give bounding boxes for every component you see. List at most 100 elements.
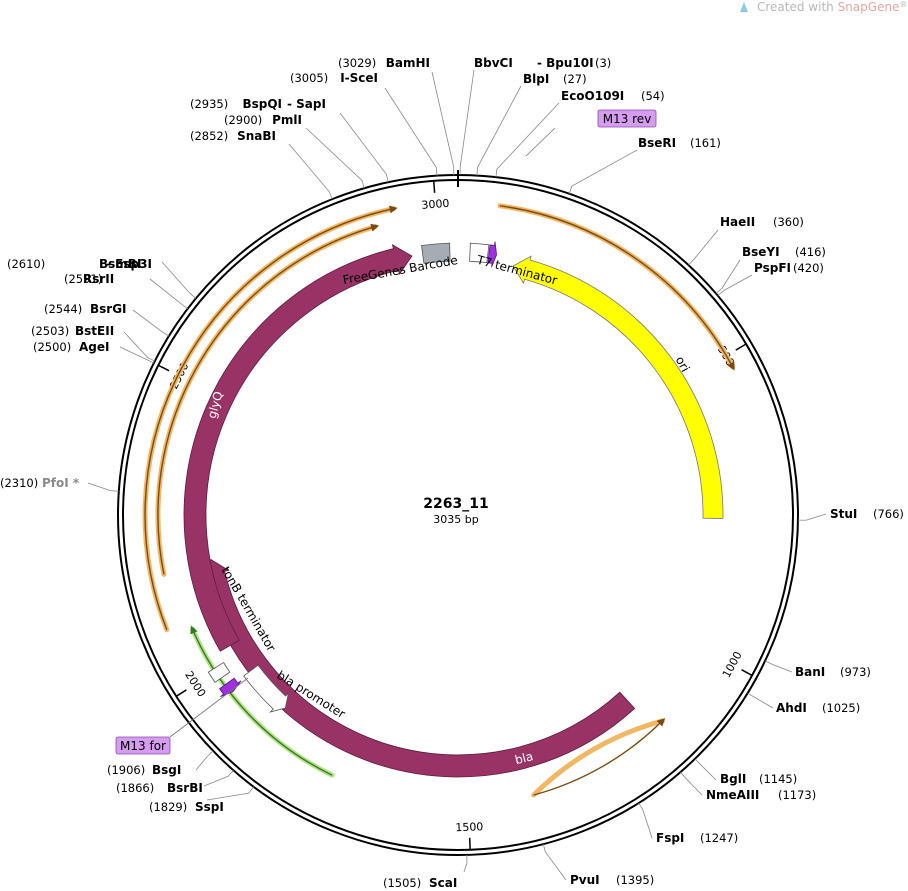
site-fspi-pos: (1247): [700, 831, 738, 845]
freegenes-barcode-feature: [421, 242, 451, 264]
m13-for-label: M13 for: [120, 739, 166, 753]
site-bamhi-name: BamHI: [386, 56, 430, 70]
site-bsteii-name: BstEII: [75, 324, 114, 338]
site-pmli-pos: (2900): [224, 113, 262, 127]
site-bspqi-name2: - SapI: [287, 97, 326, 111]
leader-bseri: [568, 149, 638, 194]
site-rsrii-pos: (2591): [64, 272, 102, 286]
site-bani-name: BanI: [795, 665, 825, 679]
site-pspfi-pos: (420): [793, 261, 824, 275]
leader-nmeaiii: [680, 771, 703, 796]
orf-ori-region-glow: [497, 203, 736, 370]
leader-agei: [119, 346, 155, 364]
site-scai-pos: (1505): [383, 876, 421, 890]
site-ahdi-pos: (1025): [822, 701, 860, 715]
leader-stui: [797, 513, 827, 521]
leader-bseyi: [715, 259, 741, 294]
site-stui-pos: (766): [873, 507, 904, 521]
site-bsrbi-pos: (1866): [116, 781, 154, 795]
leader-pspfi: [717, 274, 753, 296]
site-ecoo109i-pos: (54): [641, 89, 665, 103]
site-bsteii-pos: (2503): [31, 324, 69, 338]
site-bseyi-name: BseYI: [742, 245, 780, 259]
site-snabi-name: SnaBI: [237, 129, 276, 143]
site-stui-name: StuI: [830, 507, 857, 521]
leader-ecoo109i: [495, 102, 560, 178]
site-bsgi-name: BsgI: [152, 763, 181, 777]
leader-bsmbi: [161, 261, 197, 299]
leader-haeii: [688, 229, 719, 266]
site-bgli-name: BglI: [720, 772, 746, 786]
site-bseri-pos: (161): [690, 136, 721, 150]
watermark-prefix: Created with: [757, 0, 838, 14]
glyq-feature: [183, 244, 413, 652]
site-bamhi-pos: (3029): [338, 56, 376, 70]
leader-pvui: [542, 844, 567, 881]
leader-sspi: [206, 786, 254, 801]
tick-2500: [157, 364, 170, 372]
site-bsmbi-name2: - Esp3I: [106, 257, 152, 271]
leader-bani: [764, 660, 793, 673]
tick-2000: [175, 689, 187, 697]
m13-rev-box: [597, 109, 657, 128]
orf-bla-green: [190, 625, 333, 776]
site-bsrbi-name: BsrBI: [167, 781, 203, 795]
leader-pmli: [305, 127, 365, 189]
leader-bsrgi: [132, 309, 170, 337]
site-blpi-pos: (27): [563, 72, 587, 86]
watermark-reg: ®: [899, 0, 907, 9]
leader-bsrbi: [203, 770, 234, 787]
site-bseri-name: BseRI: [638, 136, 676, 150]
site-agei-pos: (2500): [33, 340, 71, 354]
site-scai-name: ScaI: [429, 876, 457, 890]
site-iscei-name: I-SceI: [340, 71, 378, 85]
snapgene-watermark: Created with SnapGene®: [740, 0, 907, 14]
m13-rev-label: M13 rev: [603, 112, 652, 126]
site-bseyi-pos: (416): [795, 245, 826, 259]
site-iscei-pos: (3005): [290, 71, 328, 85]
bla-promoter-feature: [243, 664, 290, 713]
orf-ori-region: [499, 205, 735, 371]
features: [142, 203, 736, 798]
site-haeii-name: HaeII: [720, 215, 755, 229]
site-pvui-name: PvuI: [570, 873, 600, 887]
leader-rsrii: [149, 278, 188, 310]
site-pmli-name: PmlI: [272, 113, 302, 127]
site-pfoi-name: PfoI *: [42, 476, 80, 490]
svg-text:Created with SnapGene®: Created with SnapGene®: [757, 0, 907, 14]
site-fspi-name: FspI: [656, 831, 684, 845]
site-bsmbi-name: BsmBI: [99, 257, 141, 271]
site-nmeaiii-name: NmeAIII: [706, 788, 759, 802]
site-sspi-pos: (1829): [149, 800, 187, 814]
tick-1000: [741, 669, 753, 677]
site-pvui-pos: (1395): [616, 873, 654, 887]
ori-label: ori: [673, 354, 693, 374]
tick-label-1000: 1000: [720, 649, 745, 680]
leader-bgli: [694, 758, 717, 781]
watermark-brand: SnapGene: [838, 0, 900, 14]
orf-lower-right: [533, 718, 666, 796]
leader-bsteii: [123, 331, 155, 362]
site-nmeaiii-pos: (1173): [778, 788, 816, 802]
plasmid-name: 2263_11: [423, 496, 488, 512]
leader-scai: [463, 854, 468, 873]
m13-rev-primer: M13 rev: [525, 109, 657, 157]
site-ahdi-name: AhdI: [776, 701, 807, 715]
site-haeii-pos: (360): [773, 215, 804, 229]
restriction-sites: BamHI (3029)I-SceI (3005) BspQI - SapI (2935)…: [0, 56, 904, 890]
leader-ahdi: [747, 692, 774, 709]
leader-bamhi: [431, 71, 455, 176]
leader-pfoi: [87, 482, 119, 492]
m13-for-box: [115, 736, 171, 755]
site-sspi-name: SspI: [195, 800, 224, 814]
site-ecoo109i-name: EcoO109I: [561, 89, 624, 103]
site-agei-name: AgeI: [79, 340, 109, 354]
site-bspqi-pos: (2935): [190, 97, 228, 111]
site-bbvci-name: BbvCI: [474, 56, 513, 70]
site-rsrii-name: RsrII: [83, 272, 114, 286]
leader-bsgi: [195, 750, 214, 771]
t7-terminator-feature: [469, 242, 490, 264]
site-pspfi-name: PspFI: [754, 261, 791, 275]
tick-label-1500: 1500: [455, 820, 483, 834]
